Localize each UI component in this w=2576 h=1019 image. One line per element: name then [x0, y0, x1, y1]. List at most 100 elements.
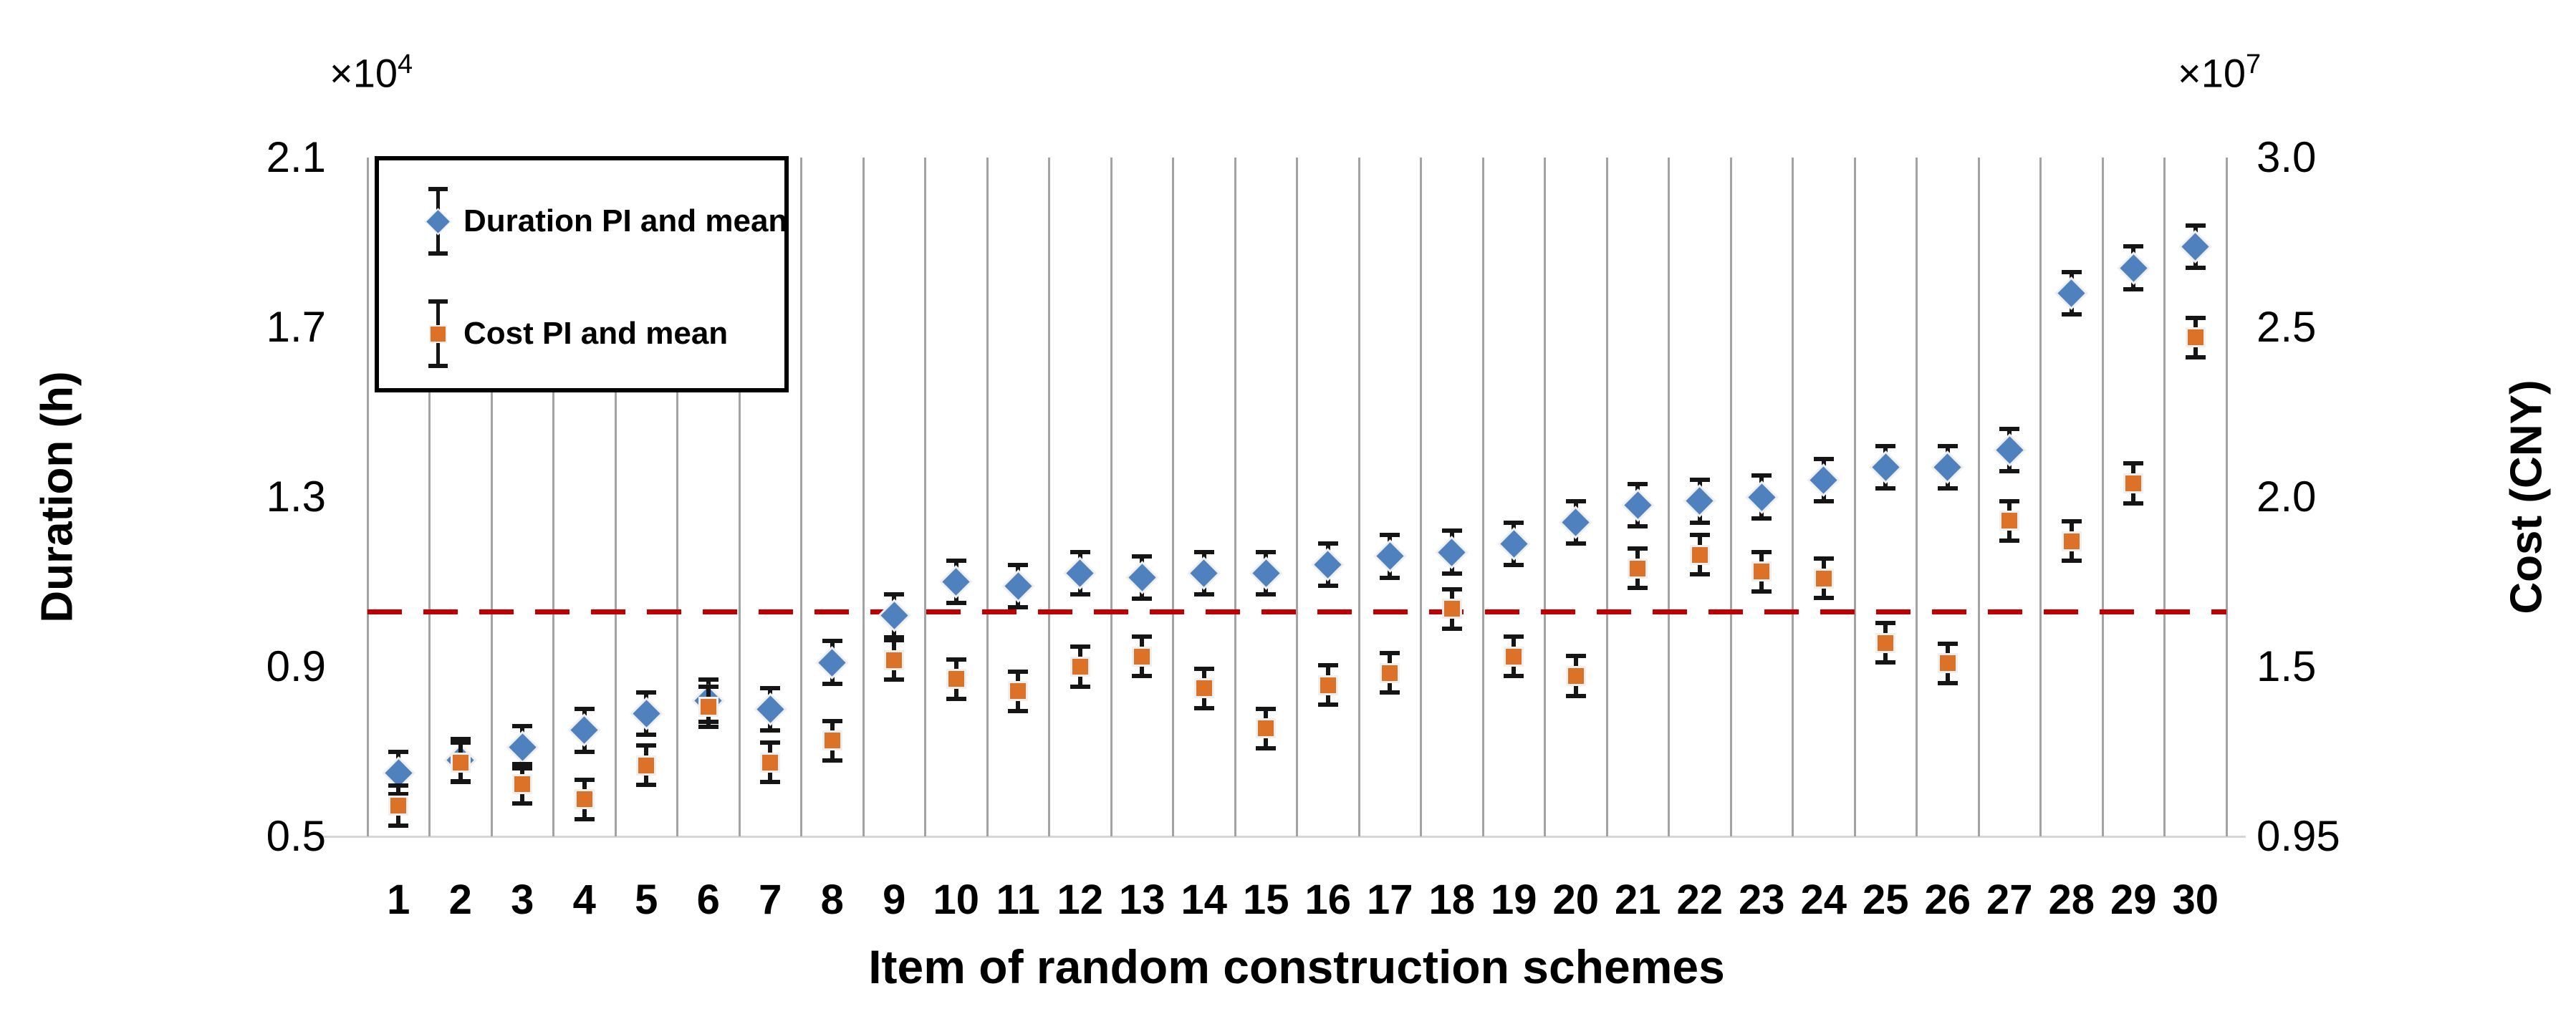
vertical-gridline: [614, 158, 617, 836]
cost-error-cap-top: [512, 762, 533, 767]
vertical-gridline: [1481, 158, 1484, 836]
right-axis-tick-label: 0.95: [2257, 812, 2340, 860]
duration-error-cap-bottom: [1132, 597, 1153, 602]
x-axis-tick-label: 24: [1800, 876, 1847, 923]
cost-marker: [638, 757, 655, 773]
duration-error-cap-bottom: [1751, 516, 1772, 521]
x-axis-tick-label: 4: [572, 876, 596, 923]
cost-marker: [1320, 677, 1336, 693]
vertical-gridline: [1234, 158, 1236, 836]
cost-error-cap-bottom: [1999, 538, 2020, 543]
cost-error-cap-bottom: [450, 780, 471, 785]
cost-error-cap-top: [450, 740, 471, 745]
vertical-gridline: [428, 158, 431, 836]
duration-error-cap-top: [698, 677, 719, 682]
duration-marker: [1624, 491, 1652, 519]
duration-marker: [570, 716, 598, 744]
duration-marker: [2057, 279, 2085, 307]
vertical-gridline: [1853, 158, 1856, 836]
cost-marker: [886, 652, 903, 668]
x-axis-tick-label: 27: [1986, 876, 2033, 923]
duration-marker: [818, 648, 846, 677]
cost-error-cap-bottom: [1875, 660, 1896, 665]
x-axis-tick-label: 10: [933, 876, 979, 923]
vertical-gridline: [1420, 158, 1422, 836]
cost-error-cap-bottom: [760, 780, 781, 785]
x-axis-tick-label: 22: [1676, 876, 1723, 923]
duration-marker: [1996, 436, 2024, 464]
duration-error-cap-top: [1070, 550, 1090, 555]
x-axis-tick-label: 23: [1738, 876, 1785, 923]
left-axis-tick-label: 0.9: [266, 642, 326, 690]
vertical-gridline: [2225, 158, 2228, 836]
duration-error-cap-bottom: [574, 749, 595, 754]
cost-marker: [1754, 564, 1770, 580]
duration-marker: [509, 733, 537, 761]
cost-error-cap-top: [1937, 641, 1958, 646]
duration-error-cap-bottom: [2123, 286, 2144, 291]
duration-marker: [1128, 564, 1156, 591]
x-axis-line: [319, 836, 2246, 838]
x-axis-tick-label: 8: [820, 876, 844, 923]
cost-error-cap-top: [822, 718, 842, 723]
cost-error-cap-top: [1628, 546, 1648, 551]
cost-marker: [1072, 659, 1088, 675]
cost-error-cap-top: [2123, 461, 2144, 466]
cost-error-cap-top: [698, 685, 719, 690]
duration-error-cap-bottom: [822, 681, 842, 686]
duration-marker: [942, 568, 970, 596]
cost-error-cap-bottom: [1317, 702, 1338, 707]
cost-error-cap-top: [1751, 549, 1772, 554]
duration-error-cap-top: [760, 685, 781, 690]
x-axis-tick-label: 12: [1057, 876, 1103, 923]
duration-error-cap-bottom: [1875, 486, 1896, 491]
duration-error-cap-top: [1008, 562, 1029, 567]
cost-error-cap-bottom: [1193, 705, 1214, 710]
cost-error-cap-bottom: [636, 783, 657, 788]
duration-marker: [880, 602, 908, 629]
right-axis-tick-label: 1.5: [2257, 642, 2317, 690]
cost-error-cap-bottom: [1504, 674, 1524, 679]
x-axis-tick-label: 16: [1304, 876, 1351, 923]
duration-marker: [1748, 483, 1776, 511]
x-axis-tick-label: 13: [1118, 876, 1166, 923]
cost-marker: [1691, 546, 1708, 563]
duration-error-cap-bottom: [636, 732, 657, 737]
cost-error-cap-top: [388, 783, 409, 788]
duration-error-cap-top: [2123, 244, 2144, 249]
x-axis-tick-label: 25: [1862, 876, 1909, 923]
duration-marker: [1004, 572, 1032, 600]
duration-error-cap-top: [2061, 269, 2082, 274]
vertical-gridline: [986, 158, 989, 836]
duration-marker: [2181, 233, 2209, 261]
legend-box: Duration PI and mean Cost PI and mean: [375, 156, 789, 392]
x-axis-tick-label: 3: [511, 876, 534, 923]
duration-error-cap-top: [946, 558, 966, 563]
duration-marker: [633, 700, 660, 728]
cost-error-cap-bottom: [1813, 596, 1834, 601]
duration-error-cap-top: [1689, 478, 1710, 483]
x-axis-tick-label: 2: [448, 876, 472, 923]
duration-error-cap-top: [1504, 520, 1524, 525]
x-axis-tick-label: 28: [2048, 876, 2095, 923]
cost-marker: [2001, 513, 2018, 529]
vertical-gridline: [490, 158, 493, 836]
duration-error-cap-bottom: [1193, 592, 1214, 597]
cost-marker: [514, 776, 531, 792]
x-axis-tick-label: 19: [1490, 876, 1537, 923]
x-axis-title: Item of random construction schemes: [868, 940, 1725, 993]
vertical-gridline: [924, 158, 926, 836]
duration-error-cap-top: [1317, 541, 1338, 546]
duration-error-cap-bottom: [2061, 312, 2082, 317]
cost-error-cap-bottom: [1380, 690, 1400, 695]
cost-marker: [390, 797, 407, 813]
cost-error-cap-top: [1813, 556, 1834, 561]
cost-marker: [576, 791, 592, 808]
vertical-gridline: [1792, 158, 1794, 836]
cost-marker: [2125, 475, 2142, 492]
duration-error-cap-top: [450, 736, 471, 741]
vertical-gridline: [1668, 158, 1670, 836]
cost-error-cap-top: [1132, 634, 1153, 639]
x-axis-tick-label: 15: [1242, 876, 1289, 923]
duration-error-cap-bottom: [1565, 541, 1586, 546]
